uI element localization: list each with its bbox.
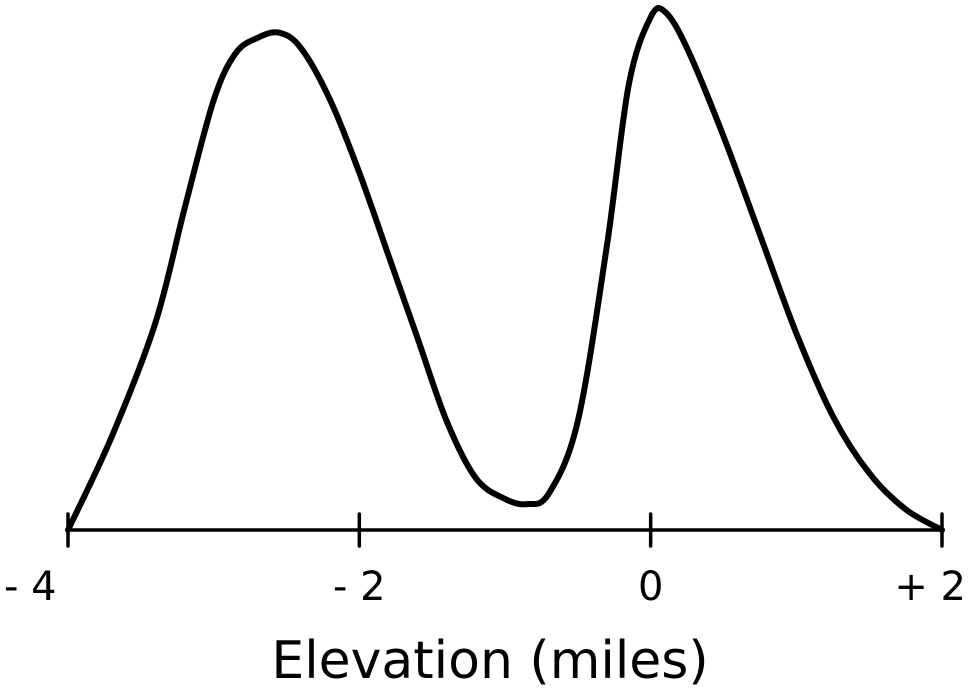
x-tick-label: + 2 — [894, 564, 966, 610]
x-axis-title: Elevation (miles) — [271, 631, 708, 691]
series-line — [65, 5, 945, 533]
chart-marks: - 4 - 2 0 + 2 — [4, 5, 966, 610]
x-tick-label: - 4 — [4, 564, 57, 610]
x-tick-label: - 2 — [333, 564, 386, 610]
x-tick-label: 0 — [638, 564, 663, 610]
